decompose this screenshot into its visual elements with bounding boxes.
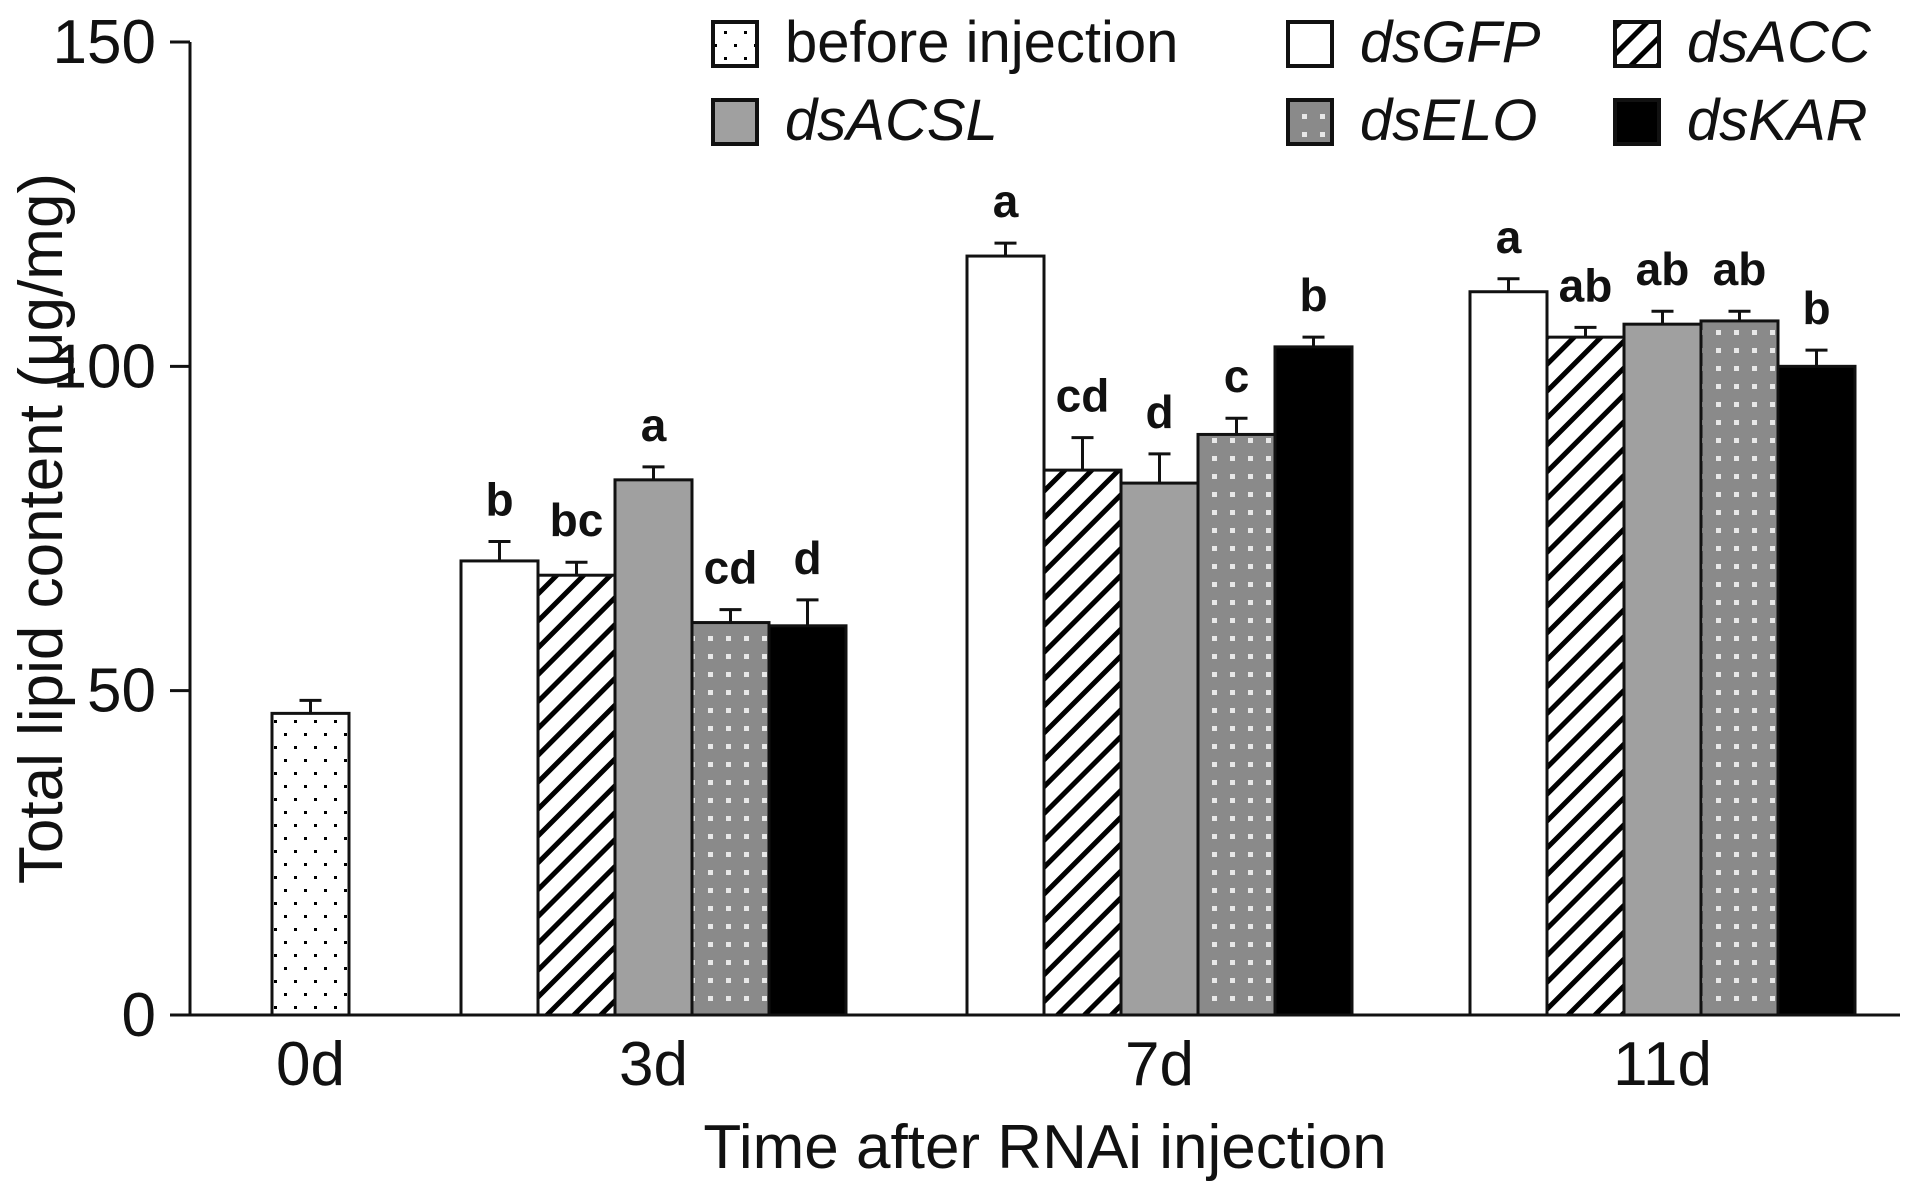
bar-dsgfp-7d: [965, 254, 1046, 1017]
x-tick-label: 7d: [1125, 1030, 1194, 1099]
legend-item-dsacsl: dsACSL: [711, 88, 998, 153]
bar-dskar-11d: [1776, 364, 1857, 1017]
legend-item-before-injection: before injection: [711, 10, 1178, 75]
y-axis-title: Total lipid content (μg/mg): [7, 173, 76, 884]
legend-item-dskar: dsKAR: [1613, 88, 1868, 153]
legend-item-dsacc: dsACC: [1613, 10, 1872, 75]
x-tick-label: 0d: [276, 1030, 345, 1099]
x-tick-label: 11d: [1613, 1030, 1712, 1099]
significance-label: b: [1802, 282, 1830, 334]
axes: 0 50 100 150 Total lipid content (μg/mg) Time…: [7, 8, 1900, 1182]
x-axis-title: Time after RNAi injection: [703, 1113, 1386, 1182]
significance-label: b: [485, 473, 513, 525]
significance-label: a: [1496, 211, 1522, 263]
significance-label: cd: [704, 542, 758, 594]
y-tick-label: 150: [53, 8, 156, 77]
bar-dselo-11d: [1699, 319, 1780, 1017]
legend-label: dsGFP: [1360, 10, 1541, 75]
significance-label: ab: [1559, 259, 1613, 311]
legend-swatch: [1613, 20, 1661, 68]
significance-label: c: [1224, 350, 1250, 402]
legend-swatch: [711, 98, 759, 146]
legend-label: before injection: [785, 10, 1178, 75]
bar-dsgfp-11d: [1468, 290, 1549, 1017]
significance-label: b: [1299, 269, 1327, 321]
bar-dsacsl-11d: [1622, 322, 1703, 1017]
significance-label: a: [993, 175, 1019, 227]
bar-dsacsl-7d: [1119, 481, 1200, 1017]
legend-swatch: [1286, 98, 1334, 146]
bar-dsacc-11d: [1545, 335, 1626, 1017]
legend-label: dsKAR: [1687, 88, 1868, 153]
legend-swatch: [1286, 20, 1334, 68]
bar-dsacsl-3d: [613, 478, 694, 1017]
significance-label: a: [641, 399, 667, 451]
significance-label: ab: [1636, 243, 1690, 295]
bar-before-injection-0d: [270, 711, 351, 1017]
y-tick-label: 50: [87, 657, 156, 726]
bar-dskar-3d: [767, 624, 848, 1017]
y-tick-label: 100: [53, 332, 156, 401]
significance-label: d: [1145, 386, 1173, 438]
significance-label: bc: [550, 494, 604, 546]
bar-dselo-7d: [1196, 432, 1277, 1017]
bar-dsacc-3d: [536, 573, 617, 1017]
bar-dselo-3d: [690, 621, 771, 1017]
y-tick-label: 0: [122, 981, 156, 1050]
x-tick-label: 3d: [619, 1030, 688, 1099]
bar-dsgfp-3d: [459, 559, 540, 1017]
bar-dskar-7d: [1273, 345, 1354, 1017]
legend-item-dsgfp: dsGFP: [1286, 10, 1541, 75]
legend: before injection dsGFP dsACC dsACSL dsELO dsK…: [711, 10, 1872, 153]
legend-swatch: [711, 20, 759, 68]
significance-label: d: [793, 532, 821, 584]
legend-swatch: [1613, 98, 1661, 146]
legend-label: dsELO: [1360, 88, 1537, 153]
legend-label: dsACC: [1687, 10, 1872, 75]
significance-label: cd: [1056, 370, 1110, 422]
bar-dsacc-7d: [1042, 468, 1123, 1017]
legend-item-dselo: dsELO: [1286, 88, 1537, 153]
significance-label: ab: [1713, 243, 1767, 295]
legend-label: dsACSL: [785, 88, 998, 153]
